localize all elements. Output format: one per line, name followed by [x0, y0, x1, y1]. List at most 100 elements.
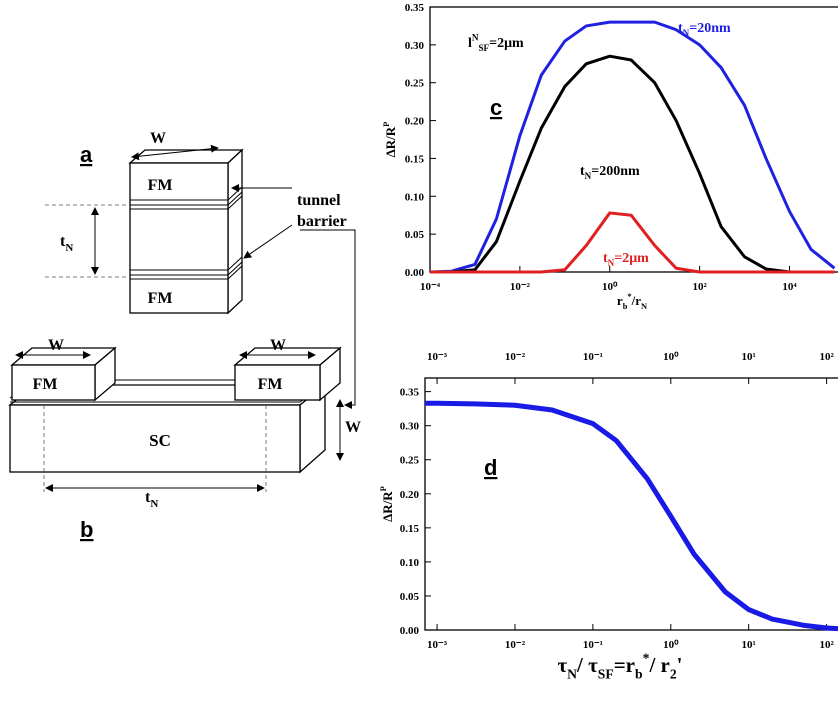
stack-front — [129, 162, 229, 314]
x-tick-label: 10⁴ — [782, 281, 797, 293]
x-tick-label: 10¹ — [742, 639, 756, 651]
series-label: tN=20nm — [678, 21, 731, 38]
y-tick-label: 0.20 — [400, 489, 420, 501]
y-tick-label: 0.35 — [405, 2, 425, 14]
y-tick-label: 0.05 — [405, 229, 425, 241]
top-face — [128, 149, 244, 164]
data-line — [429, 20, 836, 274]
y-tick-label: 0.15 — [400, 523, 420, 535]
text: N — [608, 258, 615, 268]
text: / τ — [576, 653, 598, 677]
y-tick-label: 0.25 — [400, 455, 420, 467]
y-tick-label: 0.05 — [400, 591, 420, 603]
y-tick-label: 0.00 — [400, 625, 420, 637]
text: N — [150, 498, 158, 510]
text: P — [378, 486, 388, 491]
text: ΔR/R — [380, 491, 395, 522]
data-line — [430, 211, 835, 274]
width-arrow — [131, 144, 219, 161]
text: / r — [648, 653, 669, 677]
text: =2μm — [489, 36, 524, 51]
text: N — [641, 301, 647, 311]
text: ' — [677, 653, 683, 677]
text: l — [468, 36, 472, 51]
series-label: tN=2μm — [603, 251, 649, 268]
text: =20nm — [689, 21, 731, 36]
y-tick-label: 0.30 — [400, 421, 420, 433]
text: ΔR/R — [383, 126, 398, 157]
text: /r — [631, 293, 642, 308]
y-axis-label: ΔR/RP — [378, 486, 395, 522]
sc-label: SC — [149, 431, 171, 450]
fm-label: FM — [148, 177, 173, 194]
panel-label: a — [80, 142, 93, 167]
y-tick-label: 0.10 — [400, 557, 420, 569]
y-tick-label: 0.15 — [405, 153, 425, 165]
x2-tick-label: 10⁰ — [663, 351, 679, 363]
text: N — [567, 666, 577, 681]
text: P — [381, 122, 391, 127]
text: N — [65, 242, 73, 254]
annotation: lNSF=2μm — [468, 33, 524, 54]
text: t — [678, 21, 683, 36]
barrier-arrow — [300, 229, 356, 409]
y-tick-label: 0.35 — [400, 387, 420, 399]
data-line — [430, 54, 835, 274]
fm-label: FM — [33, 376, 58, 393]
text: * — [643, 651, 650, 666]
x-tick-label: 10⁻² — [510, 281, 531, 293]
text: t — [580, 164, 585, 179]
x2-tick-label: 10⁻¹ — [583, 351, 603, 363]
text: =200nm — [591, 164, 640, 179]
panel-label: d — [484, 455, 497, 480]
width-label: W — [270, 337, 286, 354]
x-tick-label: 10⁻⁴ — [420, 281, 441, 293]
text: SF — [598, 666, 614, 681]
tn-label: tN — [60, 233, 73, 254]
text: b — [623, 301, 628, 311]
x2-tick-label: 10⁻² — [505, 351, 526, 363]
plot-frame — [424, 377, 838, 631]
text: t — [603, 251, 608, 266]
x2-tick-label: 10⁻³ — [427, 351, 448, 363]
barrier-arrow — [243, 224, 293, 259]
tn-label: tN — [145, 489, 158, 510]
x-tick-label: 10⁰ — [602, 281, 618, 293]
text: b — [635, 666, 643, 681]
fm-right-front — [234, 364, 321, 401]
text: * — [627, 291, 631, 301]
tunnel-label: tunnel — [297, 192, 341, 209]
fm-label: FM — [148, 290, 173, 307]
text: r — [617, 293, 623, 308]
panel-label: c — [490, 95, 502, 120]
y-tick-label: 0.20 — [405, 116, 425, 128]
x-tick-label: 10⁻¹ — [583, 639, 603, 651]
x-tick-label: 10⁰ — [663, 639, 679, 651]
x-tick-label: 10⁻² — [505, 639, 526, 651]
data-line — [425, 400, 838, 632]
x-axis-label: rb*/rN — [617, 291, 647, 311]
fm-label: FM — [258, 376, 283, 393]
text: SF — [478, 43, 489, 53]
panel-label: b — [80, 517, 93, 542]
text: t — [60, 233, 66, 250]
slab-front — [9, 404, 301, 473]
y-tick-label: 0.00 — [405, 267, 425, 279]
x-axis-label: τN/ τSF=rb*/ r2' — [557, 651, 682, 682]
text: t — [145, 489, 151, 506]
x2-tick-label: 10² — [819, 351, 834, 363]
x2-tick-label: 10¹ — [742, 351, 756, 363]
x-tick-label: 10² — [819, 639, 834, 651]
text: =2μm — [614, 251, 649, 266]
barrier-label: barrier — [297, 213, 347, 230]
diagram: a b W FM FM tN tunnel barrier W W W FM F… — [8, 130, 361, 542]
text: N — [585, 171, 592, 181]
side-face — [227, 148, 243, 315]
y-tick-label: 0.30 — [405, 40, 425, 52]
text: N — [683, 28, 690, 38]
x-tick-label: 10² — [692, 281, 707, 293]
text: N — [472, 33, 479, 43]
fm-left-front — [11, 364, 96, 401]
